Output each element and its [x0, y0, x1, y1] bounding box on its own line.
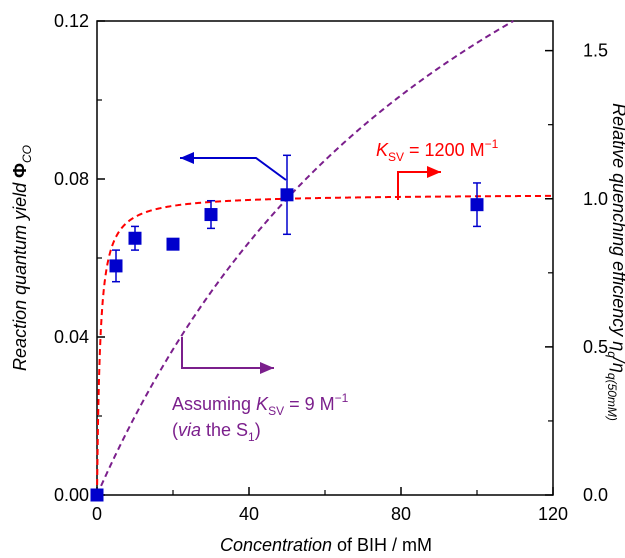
data-points [90, 154, 484, 502]
x-tick-label: 120 [538, 504, 568, 524]
data-point [166, 237, 180, 251]
fit-curves [96, 20, 553, 496]
right-y-axis-title: Relative quenching efficiency ηq/ηq(50mM… [605, 103, 625, 421]
data-point [109, 259, 123, 273]
arrow-line [181, 337, 274, 369]
purple-via-word: via [178, 420, 201, 440]
fit-curve-ksv-1200 [96, 194, 553, 496]
purple-via-annotation: (via the S1) [172, 420, 261, 444]
right-y-tick-label: 0.5 [583, 337, 608, 357]
fit-curve-ksv-9 [96, 20, 514, 496]
left-y-axis-title: Reaction quantum yield ΦCO [10, 145, 34, 371]
arrow-line [397, 171, 441, 200]
red-ksv-k: K [376, 140, 389, 160]
red-ksv-sub: SV [388, 150, 404, 164]
x-tick-label: 40 [239, 504, 259, 524]
arrow-head [260, 362, 274, 374]
red-arrow-right-axis [397, 166, 441, 200]
x-tick-label: 0 [92, 504, 102, 524]
red-ksv-annotation: KSV = 1200 M−1 [376, 137, 499, 164]
purple-ksv-k: K [256, 394, 269, 414]
x-axis-title: Concentration of BIH / mM [220, 535, 432, 555]
left-y-tick-label: 0.12 [54, 11, 89, 31]
data-point [90, 488, 104, 502]
purple-via-open: ( [172, 420, 178, 440]
blue-arrow-left-axis [180, 152, 287, 181]
right-y-tick-label: 1.0 [583, 189, 608, 209]
purple-prefix: Assuming [172, 394, 256, 414]
left-y-axis-title-main: Reaction quantum yield [10, 178, 30, 371]
purple-ksv-sup: −1 [335, 391, 349, 405]
arrow-head [180, 152, 194, 164]
purple-via-rest: the S [201, 420, 248, 440]
left-y-tick-label: 0.00 [54, 485, 89, 505]
right-y-tick-label: 0.0 [583, 485, 608, 505]
purple-ksv-value: = 9 M [284, 394, 335, 414]
data-point [280, 188, 294, 202]
purple-via-close: ) [255, 420, 261, 440]
x-axis-title-italic: Concentration [220, 535, 332, 555]
red-ksv-value: = 1200 M [404, 140, 485, 160]
right-y-tick-label: 1.5 [583, 41, 608, 61]
left-y-axis-title-sub: CO [20, 145, 34, 163]
plot-frame [96, 20, 554, 496]
arrow-line [180, 157, 287, 181]
data-point [204, 208, 218, 222]
right-y-axis-title-mid: /η [609, 356, 625, 373]
purple-ksv-annotation: Assuming KSV = 9 M−1 [172, 391, 349, 418]
data-point [470, 198, 484, 212]
right-y-axis-title-sub1: q [605, 351, 619, 358]
x-tick-label: 80 [391, 504, 411, 524]
red-ksv-sup: −1 [485, 137, 499, 151]
purple-ksv-sub: SV [268, 404, 284, 418]
purple-via-sub: 1 [248, 430, 255, 444]
left-y-tick-label: 0.08 [54, 169, 89, 189]
right-y-axis-title-sub2: q(50mM) [605, 373, 619, 421]
axis-ticks [96, 20, 554, 496]
right-y-axis-title-main: Relative quenching efficiency η [609, 103, 625, 351]
data-point [128, 231, 142, 245]
tick-labels: 0 40 80 120 0.00 0.04 0.08 0.12 0.0 0.5 1.0 1.5 [54, 11, 608, 524]
left-y-tick-label: 0.04 [54, 327, 89, 347]
left-y-axis-title-phi: Φ [10, 163, 30, 178]
arrow-head [427, 166, 441, 178]
x-axis-title-rest: of BIH / mM [332, 535, 432, 555]
purple-arrow-right-axis [181, 337, 274, 374]
